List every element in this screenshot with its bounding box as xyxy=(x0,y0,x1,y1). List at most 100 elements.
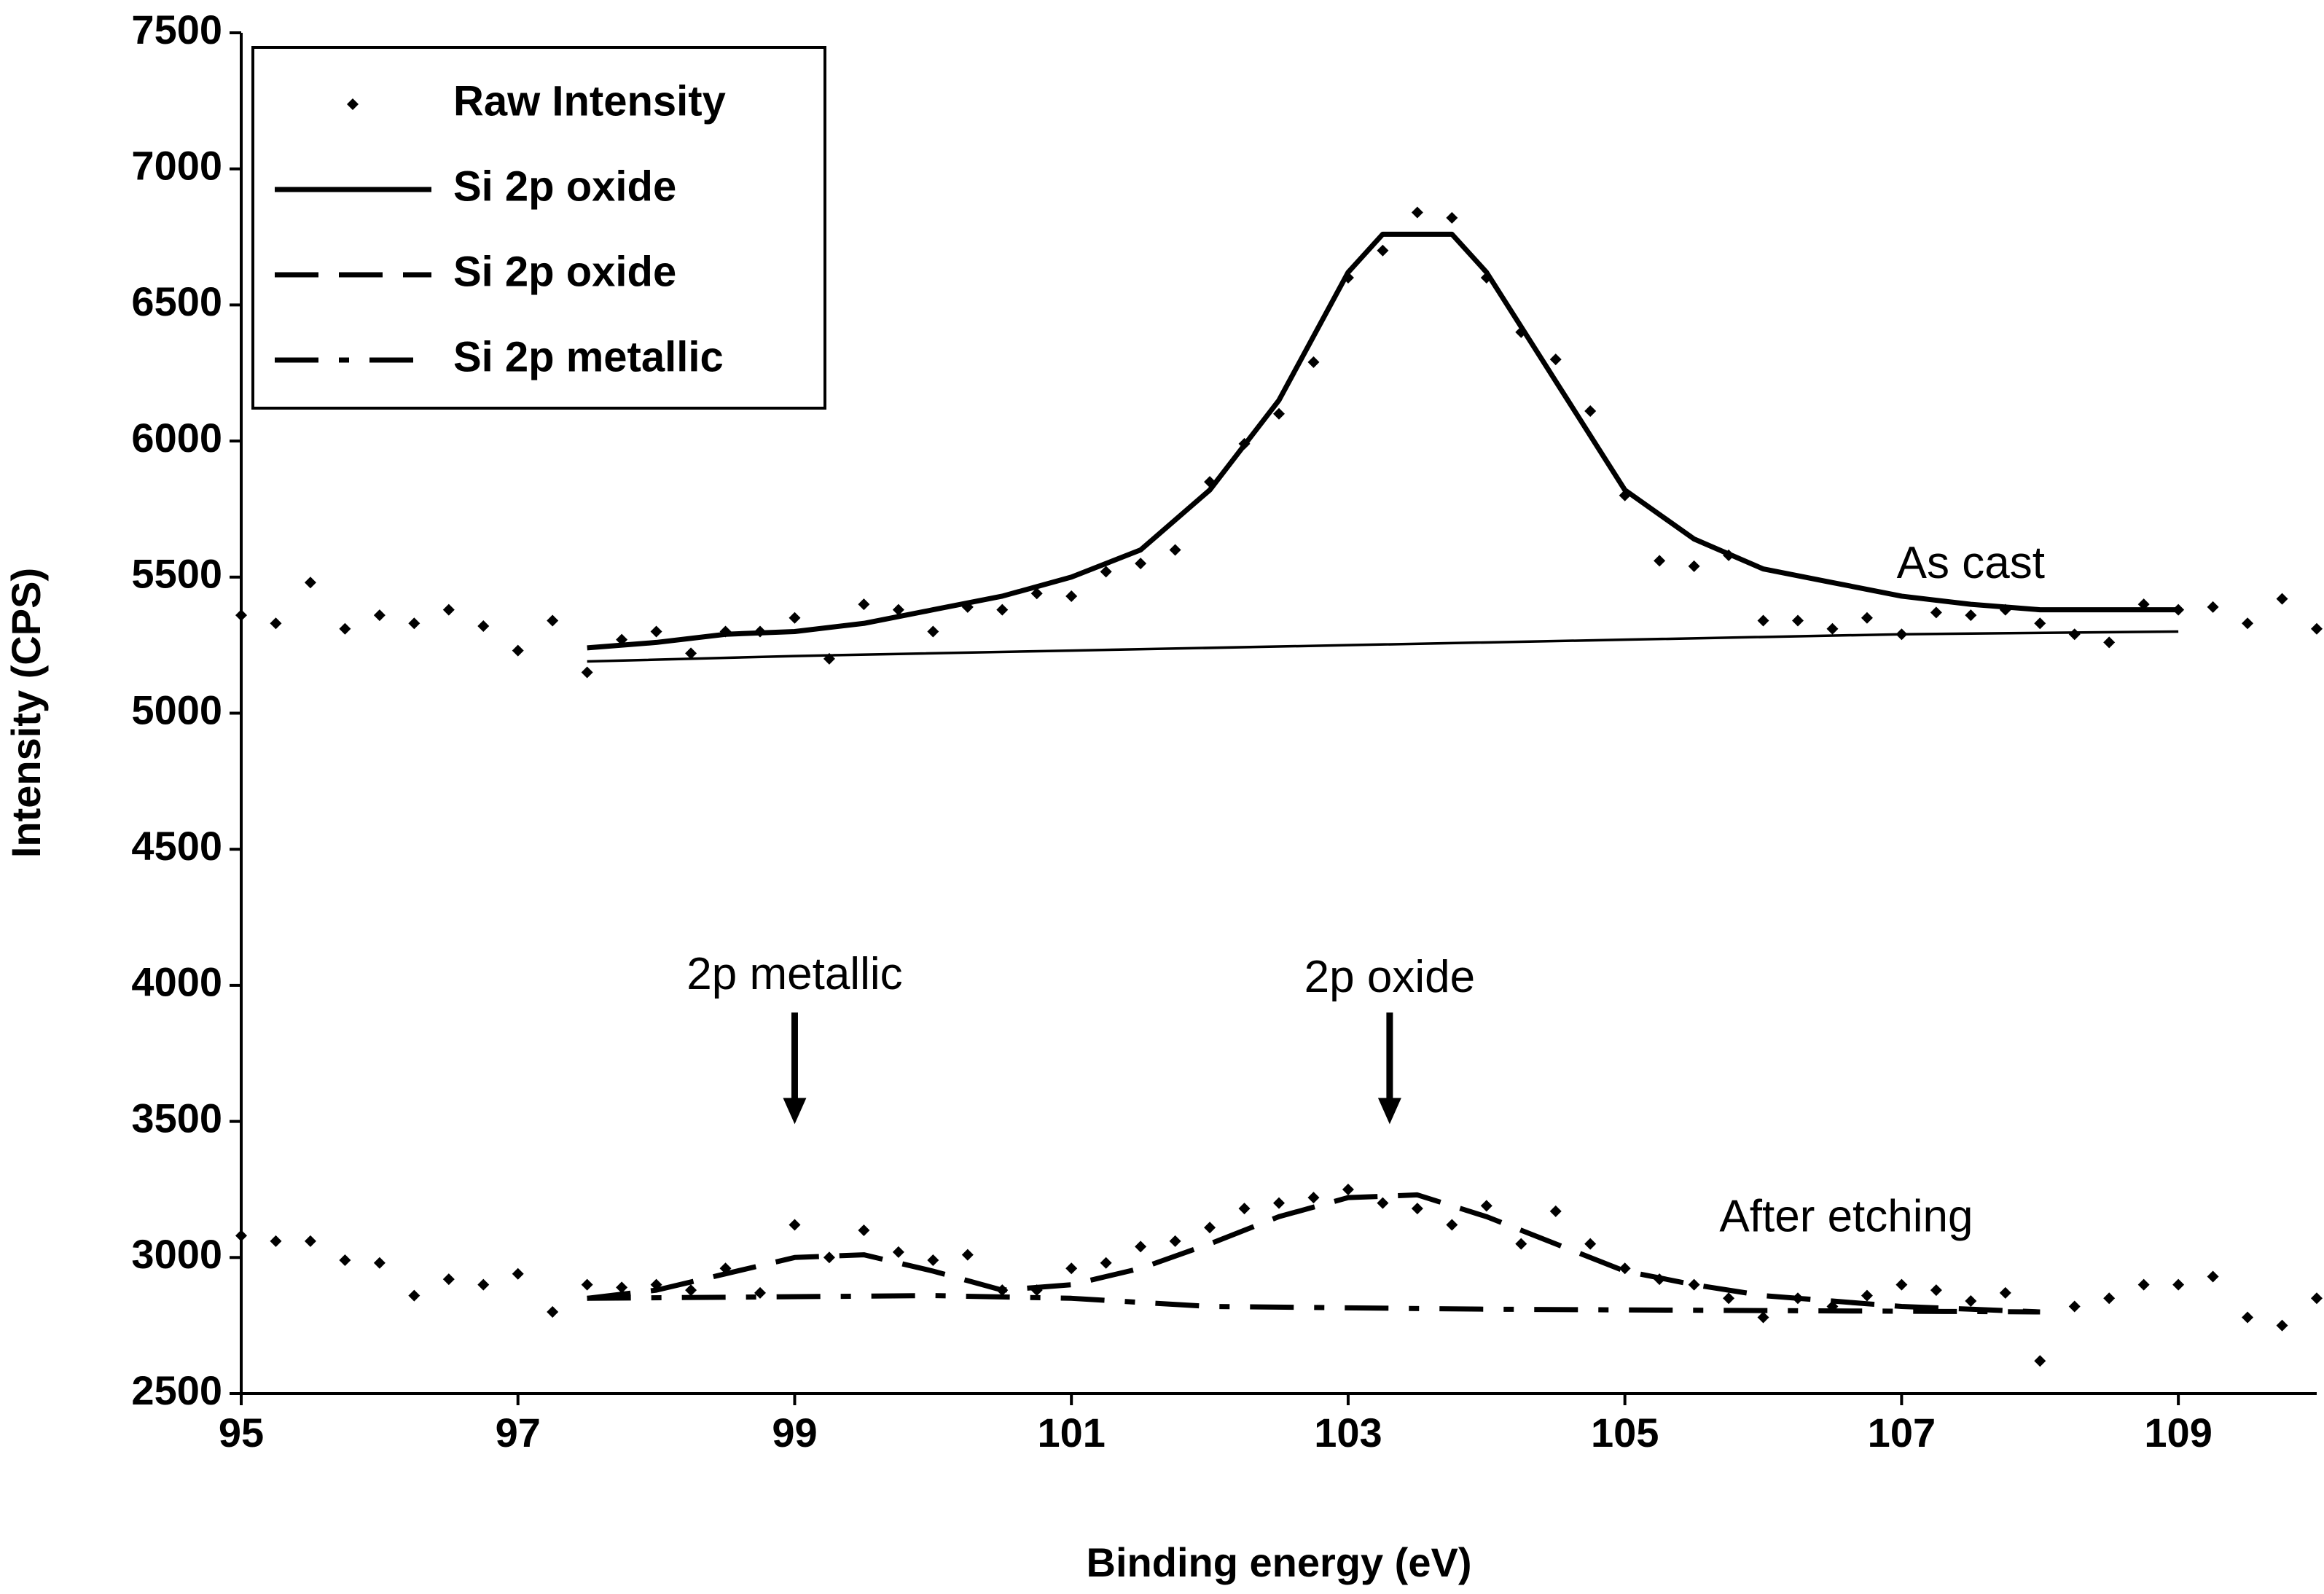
data-point xyxy=(2103,1292,2116,1305)
data-point xyxy=(1792,614,1804,627)
data-point xyxy=(1273,407,1285,420)
data-point xyxy=(304,577,316,589)
x-tick-label: 97 xyxy=(496,1410,541,1456)
data-point xyxy=(1100,1257,1112,1269)
data-point xyxy=(892,603,904,616)
legend-box xyxy=(251,46,826,410)
data-point xyxy=(1723,1292,1735,1305)
data-point xyxy=(2311,622,2323,635)
data-point xyxy=(1895,1278,1908,1291)
data-point xyxy=(2068,1300,2081,1313)
y-axis-title: Intensity (CPS) xyxy=(3,568,49,858)
data-point xyxy=(1549,1205,1562,1217)
data-point xyxy=(270,1235,282,1247)
data-point xyxy=(685,1284,697,1297)
data-point xyxy=(685,647,697,660)
data-point xyxy=(2311,1292,2323,1305)
data-point xyxy=(2276,1319,2288,1332)
legend-label: Si 2p oxide xyxy=(453,248,676,295)
data-point xyxy=(650,625,662,638)
data-point xyxy=(961,1249,974,1261)
x-tick-label: 103 xyxy=(1314,1410,1382,1456)
data-point xyxy=(270,617,282,630)
data-point xyxy=(2137,1278,2150,1291)
data-point xyxy=(789,612,801,624)
data-point xyxy=(1861,1289,1873,1302)
data-point xyxy=(442,603,455,616)
y-tick-label: 4500 xyxy=(131,823,222,869)
data-point xyxy=(892,1246,904,1258)
data-point xyxy=(1377,1197,1389,1209)
x-tick-label: 99 xyxy=(772,1410,817,1456)
data-point xyxy=(1100,566,1112,578)
data-point xyxy=(1826,622,1839,635)
data-point xyxy=(1204,1222,1216,1234)
data-point xyxy=(477,1278,490,1291)
y-tick-label: 6500 xyxy=(131,278,222,324)
data-point xyxy=(1999,1286,2011,1299)
data-point xyxy=(1411,1203,1423,1215)
x-axis-title: Binding energy (eV) xyxy=(1087,1539,1472,1585)
data-point xyxy=(1480,1200,1492,1212)
legend-label: Si 2p metallic xyxy=(453,333,724,380)
data-point xyxy=(1757,1311,1769,1324)
data-point xyxy=(1342,1183,1354,1195)
y-tick-label: 4000 xyxy=(131,959,222,1005)
data-point xyxy=(1965,1295,1977,1308)
data-point xyxy=(858,1224,870,1236)
data-point xyxy=(1238,1203,1251,1215)
data-point xyxy=(823,1251,835,1264)
series-line xyxy=(587,231,2179,651)
series-line xyxy=(587,1293,2041,1315)
data-point xyxy=(1619,1262,1631,1275)
data-point xyxy=(512,1267,524,1280)
data-point xyxy=(1584,1238,1597,1250)
data-point xyxy=(1307,356,1320,368)
legend: Raw Intensity Si 2p oxide Si 2p oxide Si 2p… xyxy=(251,46,826,410)
data-point xyxy=(2276,593,2288,605)
data-point xyxy=(1549,353,1562,366)
data-point xyxy=(1030,587,1043,600)
data-point xyxy=(408,617,420,630)
data-point xyxy=(581,666,593,679)
data-point xyxy=(1688,560,1700,572)
data-point xyxy=(547,614,559,627)
annotation-arrowhead xyxy=(1377,1098,1401,1125)
data-point xyxy=(754,1286,766,1299)
annotation: After etching xyxy=(1719,1191,1973,1241)
data-point xyxy=(996,603,1009,616)
annotation: As cast xyxy=(1897,538,2045,588)
data-point xyxy=(1584,405,1597,418)
x-tick-label: 105 xyxy=(1591,1410,1659,1456)
data-point xyxy=(512,644,524,657)
y-tick-label: 3500 xyxy=(131,1095,222,1141)
data-point xyxy=(1930,606,1942,619)
annotation: 2p metallic xyxy=(686,949,902,999)
legend-marker xyxy=(347,98,359,110)
data-point xyxy=(2068,628,2081,641)
data-point xyxy=(1411,206,1423,219)
data-point xyxy=(1065,590,1078,602)
data-point xyxy=(1135,558,1147,570)
data-point xyxy=(235,1230,247,1242)
data-point xyxy=(2207,601,2219,613)
y-tick-label: 7000 xyxy=(131,142,222,188)
data-point xyxy=(927,625,939,638)
data-point xyxy=(927,1254,939,1267)
x-tick-label: 95 xyxy=(219,1410,264,1456)
data-point xyxy=(1065,1262,1078,1275)
data-point xyxy=(1688,1278,1700,1291)
data-point xyxy=(1135,1241,1147,1253)
data-point xyxy=(1446,1219,1458,1231)
data-point xyxy=(1515,1238,1527,1250)
series-line xyxy=(587,630,2179,663)
y-tick-label: 5500 xyxy=(131,551,222,597)
data-point xyxy=(789,1219,801,1231)
y-tick-label: 3000 xyxy=(131,1231,222,1277)
y-tick-label: 6000 xyxy=(131,415,222,461)
data-point xyxy=(2034,1355,2046,1367)
data-point xyxy=(1169,1235,1181,1247)
x-tick-label: 107 xyxy=(1868,1410,1936,1456)
data-point xyxy=(408,1289,420,1302)
